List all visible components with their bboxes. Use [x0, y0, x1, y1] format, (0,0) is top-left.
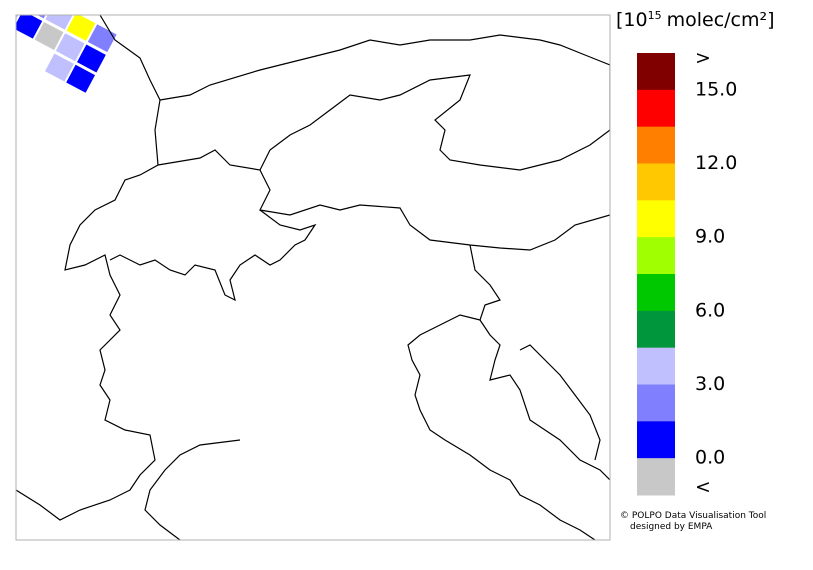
color-swatch: [637, 274, 675, 312]
unit-suffix: molec/cm²]: [667, 9, 775, 31]
color-swatch: [637, 421, 675, 459]
unit-prefix: [10: [616, 9, 648, 31]
credit-line: © POLPO Data Visualisation Tool: [620, 511, 766, 521]
country-borders: [16, 15, 610, 540]
colorbar: >15.0 12.0 9.0 6.0 3.0 0.0 <: [637, 47, 737, 498]
colorbar-label: 15.0: [695, 78, 737, 100]
color-swatch: [637, 237, 675, 275]
map-frame: [15, 14, 611, 541]
credit-line: designed by EMPA: [630, 522, 713, 532]
color-swatch: [637, 126, 675, 164]
color-swatch: [637, 89, 675, 128]
color-swatch: [637, 458, 675, 496]
colorbar-label: 6.0: [695, 299, 725, 321]
color-swatch: [637, 384, 675, 422]
colorbar-label: 3.0: [695, 373, 725, 395]
colorbar-label: 9.0: [695, 226, 725, 248]
colorbar-label: 12.0: [695, 152, 737, 174]
color-swatch: [637, 53, 675, 91]
color-swatch: [637, 163, 675, 201]
colorbar-label: >: [695, 47, 711, 69]
color-swatch: [637, 347, 675, 385]
pixels: [16, 15, 117, 93]
color-swatch: [637, 310, 675, 349]
colorbar-label: <: [695, 476, 711, 498]
unit-title: [1015 molec/cm²]: [616, 9, 775, 31]
color-swatch: [637, 200, 675, 238]
unit-exponent: 15: [648, 9, 662, 22]
colorbar-label: 0.0: [695, 447, 725, 469]
